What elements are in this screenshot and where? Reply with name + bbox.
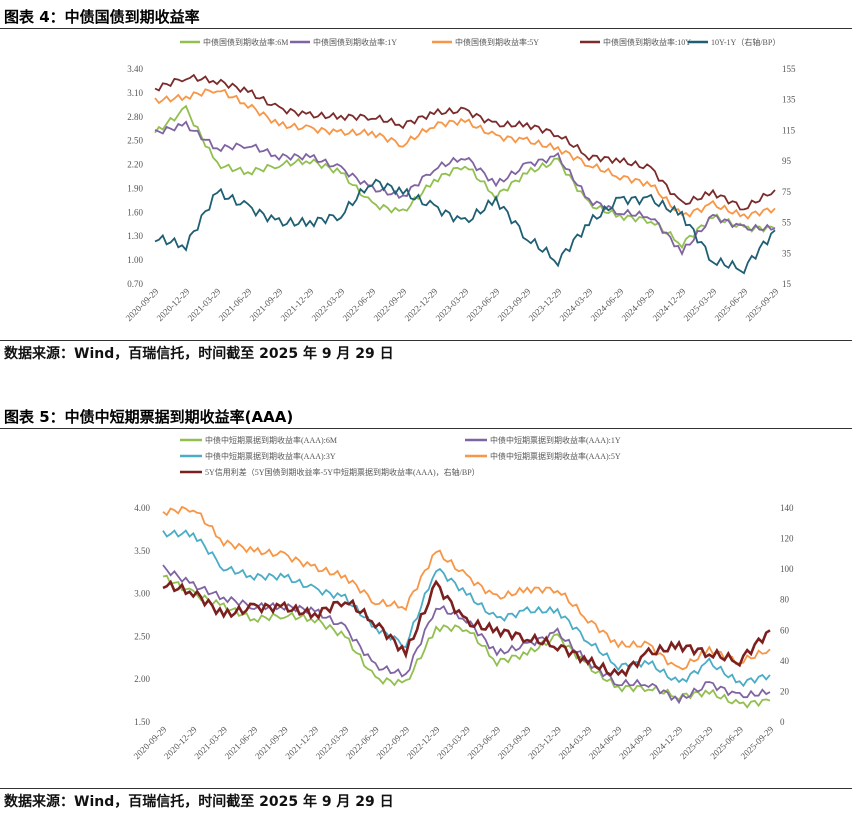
y2-tick-label: 100 xyxy=(780,564,794,574)
series-line xyxy=(162,574,771,709)
divider xyxy=(0,28,852,29)
series-line xyxy=(154,104,776,250)
series-line xyxy=(154,73,776,211)
legend-label: 中债国债到期收益率:6M xyxy=(203,37,288,47)
legend-label: 中债中短期票据到期收益率(AAA):3Y xyxy=(205,451,336,461)
y-tick-label: 1.00 xyxy=(127,255,143,265)
chart-4: 3.40 3.10 2.80 2.50 2.20 1.90 1.60 1.30 1.00 0.70… xyxy=(124,37,796,323)
y-tick-label: 3.00 xyxy=(134,589,150,599)
y2-tick-label: 140 xyxy=(780,503,794,513)
y-tick-label: 2.50 xyxy=(134,631,150,641)
y-tick-label: 1.90 xyxy=(127,183,143,193)
chart-5-title: 图表 5：中债中短期票据到期收益率(AAA) xyxy=(4,408,294,426)
series-line xyxy=(162,579,771,678)
y-tick-label: 2.00 xyxy=(134,674,150,684)
legend-label: 5Y信用利差（5Y国债到期收益率-5Y中短期票据到期收益率(AAA)，右轴/BP… xyxy=(205,467,480,477)
y-tick-label: 1.30 xyxy=(127,231,143,241)
divider xyxy=(0,428,852,429)
legend-label: 中债国债到期收益率:10Y xyxy=(603,37,691,47)
y2-tick-label: 120 xyxy=(780,534,794,544)
y2-tick-label: 20 xyxy=(780,686,790,696)
legend-label: 10Y-1Y（右轴/BP） xyxy=(711,37,780,47)
y-tick-label: 4.00 xyxy=(134,503,150,513)
source-note: 数据来源：Wind，百瑞信托，时间截至 2025 年 9 月 29 日 xyxy=(4,346,394,362)
y2-tick-label: 55 xyxy=(782,218,792,228)
divider xyxy=(0,340,852,341)
y2-tick-label: 35 xyxy=(782,248,792,258)
series-line xyxy=(154,120,776,257)
y2-tick-label: 95 xyxy=(782,156,792,166)
y-tick-label: 2.20 xyxy=(127,160,143,170)
y2-tick-label: 115 xyxy=(782,125,796,135)
series-line xyxy=(162,529,771,688)
y-tick-label: 1.60 xyxy=(127,207,143,217)
series-line xyxy=(154,178,776,275)
divider xyxy=(0,788,852,789)
x-tick-label: 2025-09-29 xyxy=(744,286,781,323)
legend-label: 中债中短期票据到期收益率(AAA):1Y xyxy=(490,435,621,445)
x-tick-label: 2025-09-29 xyxy=(739,724,776,761)
y-tick-label: 3.50 xyxy=(134,546,150,556)
y2-tick-label: 155 xyxy=(782,64,796,74)
y-tick-label: 3.40 xyxy=(127,64,143,74)
y-tick-label: 3.10 xyxy=(127,88,143,98)
series-line xyxy=(162,505,771,671)
chart-4-title: 图表 4：中债国债到期收益率 xyxy=(4,8,200,26)
legend-label: 中债国债到期收益率:5Y xyxy=(455,37,539,47)
y-tick-label: 0.70 xyxy=(127,279,143,289)
y2-tick-label: 40 xyxy=(780,656,790,666)
legend-label: 中债中短期票据到期收益率(AAA):6M xyxy=(205,435,337,445)
y-tick-label: 2.50 xyxy=(127,136,143,146)
source-note-2: 数据来源：Wind，百瑞信托，时间截至 2025 年 9 月 29 日 xyxy=(4,794,394,810)
y2-tick-label: 75 xyxy=(782,187,792,197)
y2-tick-label: 135 xyxy=(782,95,796,105)
y2-tick-label: 80 xyxy=(780,595,790,605)
y2-tick-label: 60 xyxy=(780,625,790,635)
y-tick-label: 1.50 xyxy=(134,717,150,727)
chart-5: 4.00 3.50 3.00 2.50 2.00 1.50 140 120 100 80 60 40 2… xyxy=(132,435,794,761)
legend-label: 中债中短期票据到期收益率(AAA):5Y xyxy=(490,451,621,461)
legend-label: 中债国债到期收益率:1Y xyxy=(313,37,397,47)
y-tick-label: 2.80 xyxy=(127,112,143,122)
y2-tick-label: 0 xyxy=(780,717,785,727)
series-line xyxy=(154,88,776,220)
y2-tick-label: 15 xyxy=(782,279,792,289)
